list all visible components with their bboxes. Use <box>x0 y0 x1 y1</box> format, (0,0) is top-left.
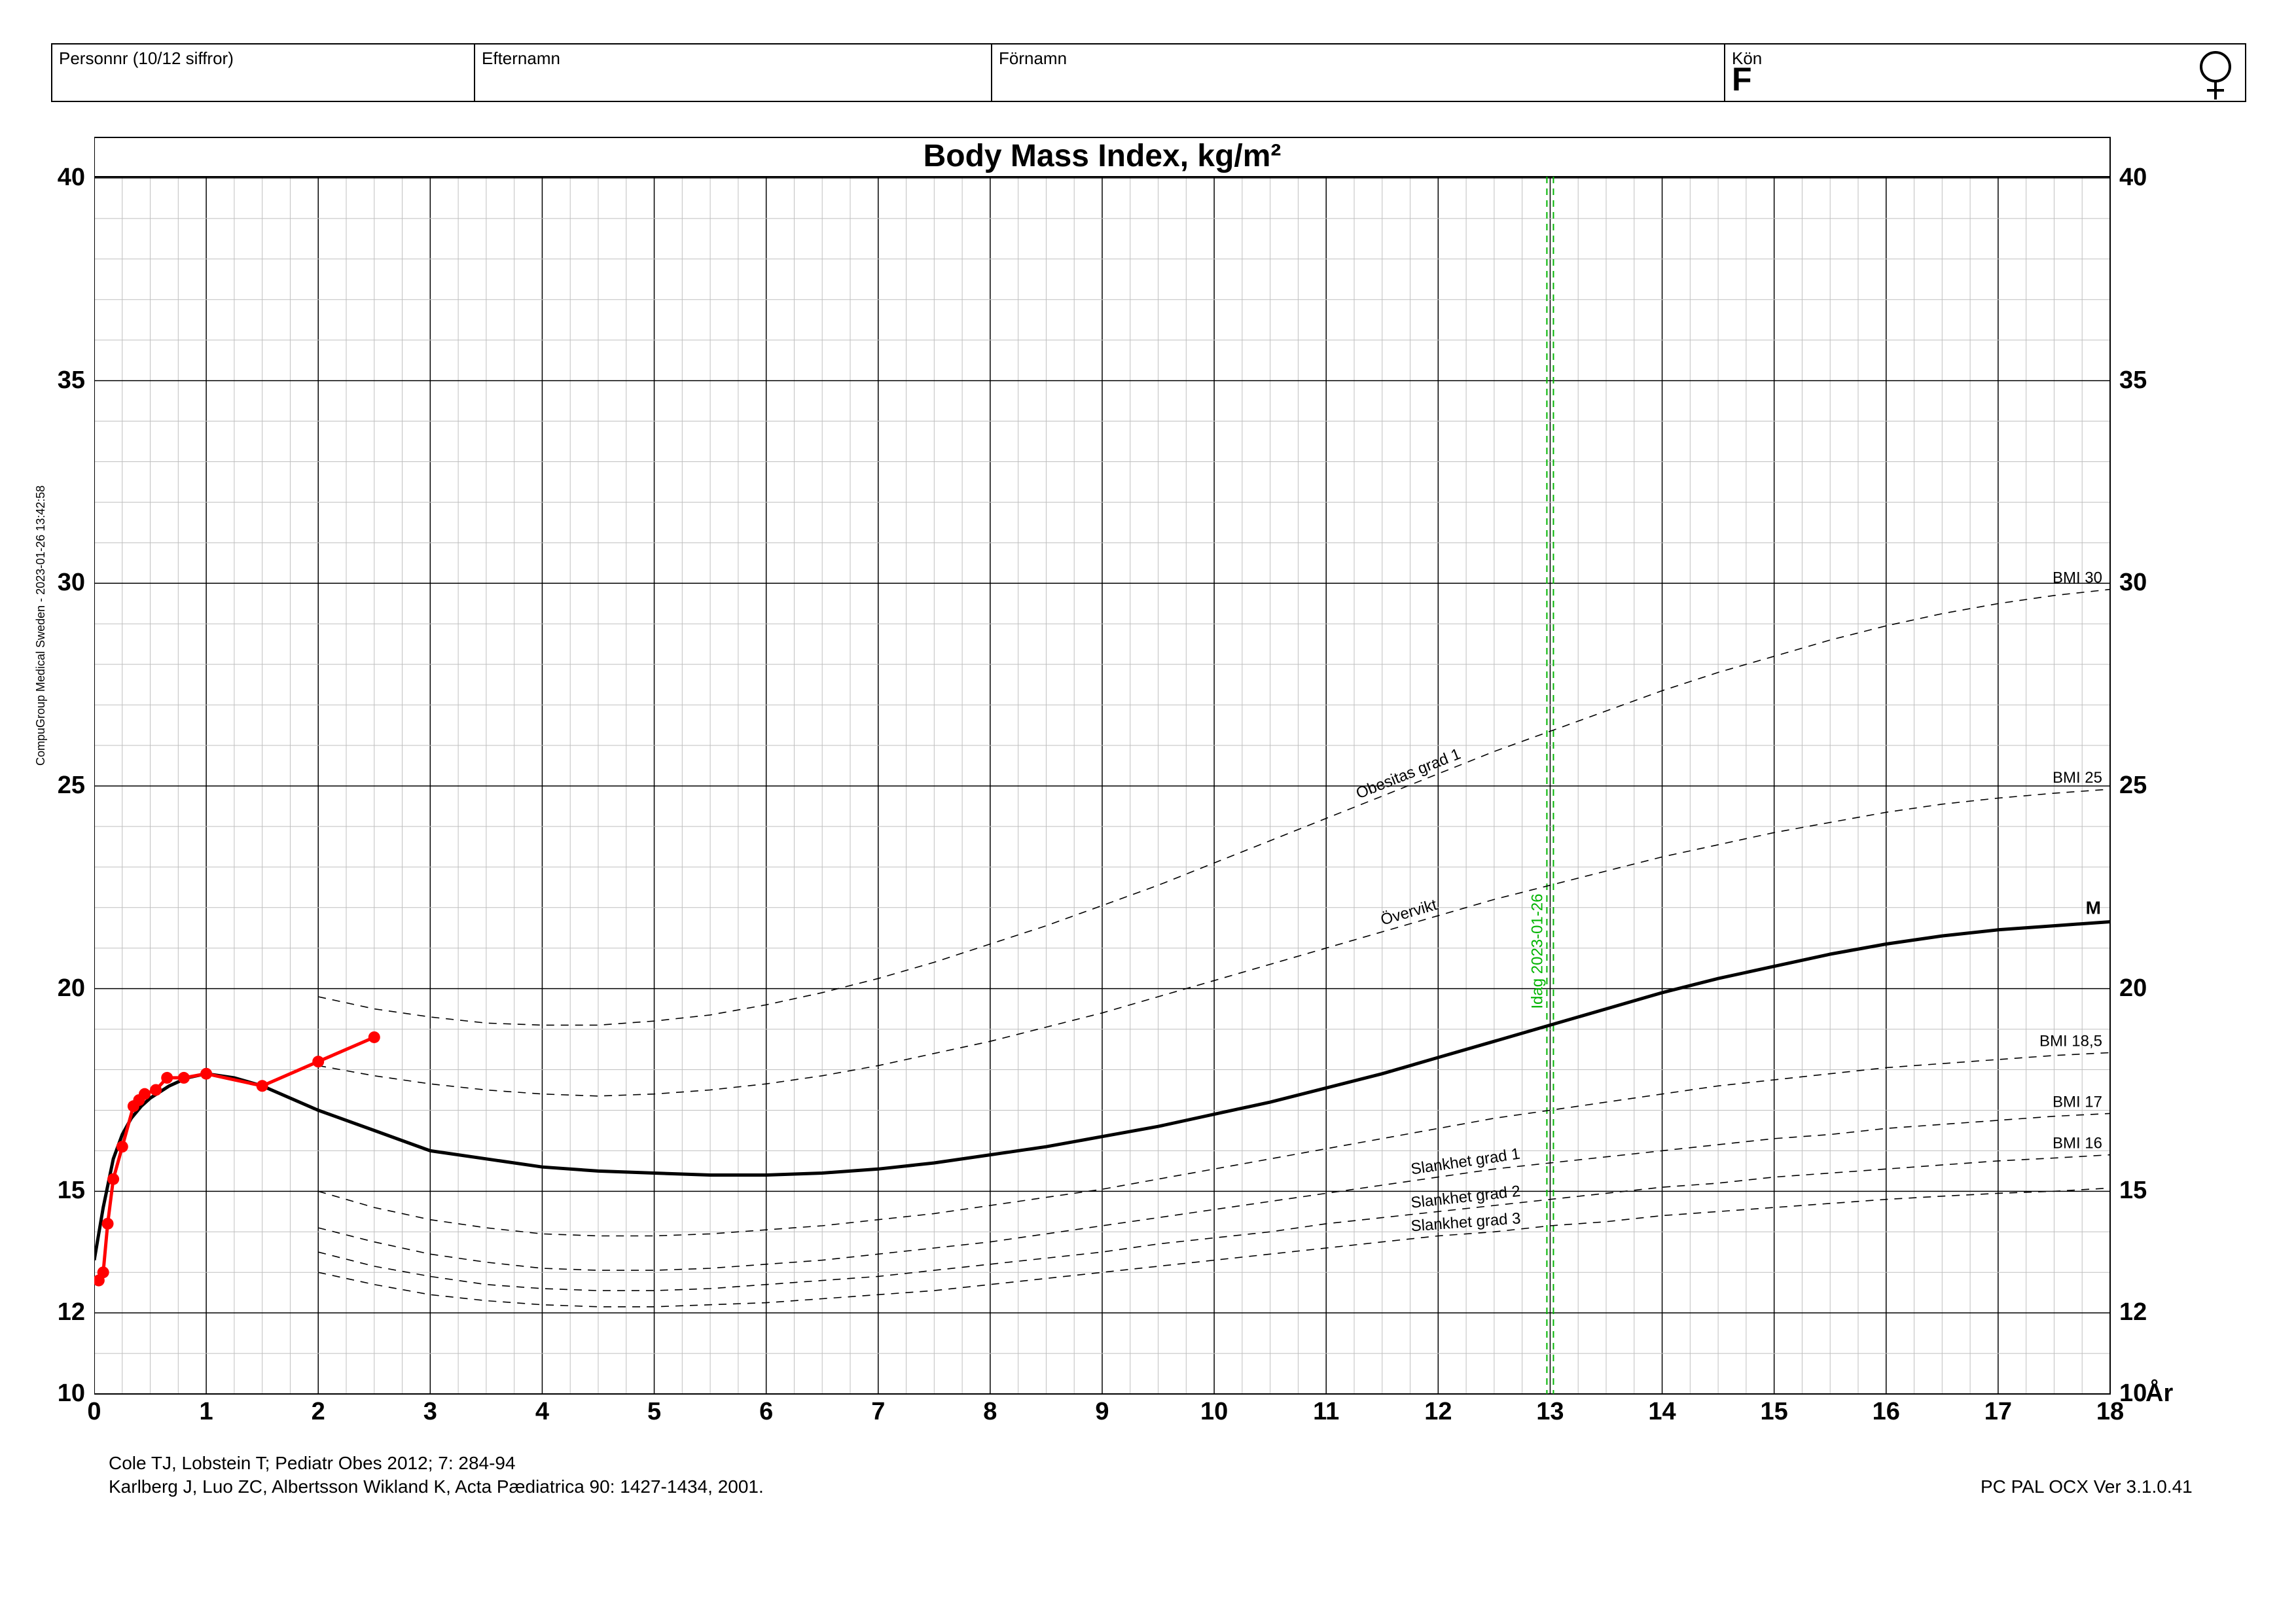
bmi-chart: Body Mass Index, kg/m² Idag 2023-01-26 BMI… <box>94 124 2178 1466</box>
personnr-cell: Personnr (10/12 siffror) <box>52 45 475 101</box>
patient-header: Personnr (10/12 siffror) Efternamn Förna… <box>51 43 2246 102</box>
axis-tick: 15 <box>1755 1398 1794 1426</box>
efternamn-cell: Efternamn <box>475 45 992 101</box>
svg-text:BMI 17: BMI 17 <box>2053 1093 2102 1111</box>
axis-tick: 25 <box>26 772 85 800</box>
svg-text:BMI 18,5: BMI 18,5 <box>2039 1033 2102 1050</box>
axis-tick: 1 <box>187 1398 226 1426</box>
axis-tick: 3 <box>410 1398 450 1426</box>
axis-tick: 16 <box>1867 1398 1906 1426</box>
svg-text:Body Mass Index, kg/m²: Body Mass Index, kg/m² <box>924 139 1282 173</box>
axis-tick: 4 <box>522 1398 562 1426</box>
axis-tick: 10 <box>1194 1398 1234 1426</box>
axis-tick: 35 <box>26 366 85 395</box>
axis-tick: 9 <box>1083 1398 1122 1426</box>
axis-tick: 2 <box>298 1398 338 1426</box>
axis-tick: 17 <box>1979 1398 2018 1426</box>
svg-text:Idag 2023-01-26: Idag 2023-01-26 <box>1528 893 1546 1008</box>
footer-ref1: Cole TJ, Lobstein T; Pediatr Obes 2012; … <box>109 1453 516 1474</box>
footer-ref2: Karlberg J, Luo ZC, Albertsson Wikland K… <box>109 1476 764 1497</box>
axis-tick: 30 <box>26 569 85 597</box>
svg-text:BMI 30: BMI 30 <box>2053 569 2102 587</box>
axis-tick: 40 <box>2119 164 2147 192</box>
axis-tick: 25 <box>2119 772 2147 800</box>
svg-text:BMI 16: BMI 16 <box>2053 1135 2102 1152</box>
footer-version: PC PAL OCX Ver 3.1.0.41 <box>1981 1476 2193 1497</box>
kon-value: F <box>1732 60 1752 98</box>
chart-svg: Body Mass Index, kg/m² Idag 2023-01-26 BMI… <box>94 124 2178 1466</box>
svg-text:BMI 25: BMI 25 <box>2053 769 2102 787</box>
fornamn-cell: Förnamn <box>992 45 1725 101</box>
female-icon <box>2194 50 2237 101</box>
axis-tick: 12 <box>2119 1298 2147 1327</box>
axis-tick: 11 <box>1306 1398 1346 1426</box>
personnr-label: Personnr (10/12 siffror) <box>59 48 234 68</box>
gender-icon-cell <box>1869 45 2246 101</box>
axis-tick: 6 <box>747 1398 786 1426</box>
axis-tick: 0 <box>75 1398 114 1426</box>
axis-tick: 15 <box>2119 1177 2147 1205</box>
axis-tick: 35 <box>2119 366 2147 395</box>
axis-tick: 13 <box>1530 1398 1570 1426</box>
x-axis-unit: År <box>2145 1380 2173 1408</box>
svg-text:M: M <box>2086 897 2101 918</box>
axis-tick: 5 <box>635 1398 674 1426</box>
axis-tick: 7 <box>859 1398 898 1426</box>
side-note: CompuGroup Medical Sweden - 2023-01-26 1… <box>34 486 48 766</box>
axis-tick: 20 <box>2119 974 2147 1003</box>
axis-tick: 40 <box>26 164 85 192</box>
efternamn-label: Efternamn <box>482 48 560 68</box>
axis-tick: 12 <box>1418 1398 1458 1426</box>
axis-tick: 15 <box>26 1177 85 1205</box>
axis-tick: 14 <box>1643 1398 1682 1426</box>
axis-tick: 8 <box>971 1398 1010 1426</box>
kon-cell: Kön F <box>1725 45 1869 101</box>
axis-tick: 18 <box>2090 1398 2130 1426</box>
fornamn-label: Förnamn <box>999 48 1067 68</box>
axis-tick: 12 <box>26 1298 85 1327</box>
axis-tick: 30 <box>2119 569 2147 597</box>
axis-tick: 20 <box>26 974 85 1003</box>
